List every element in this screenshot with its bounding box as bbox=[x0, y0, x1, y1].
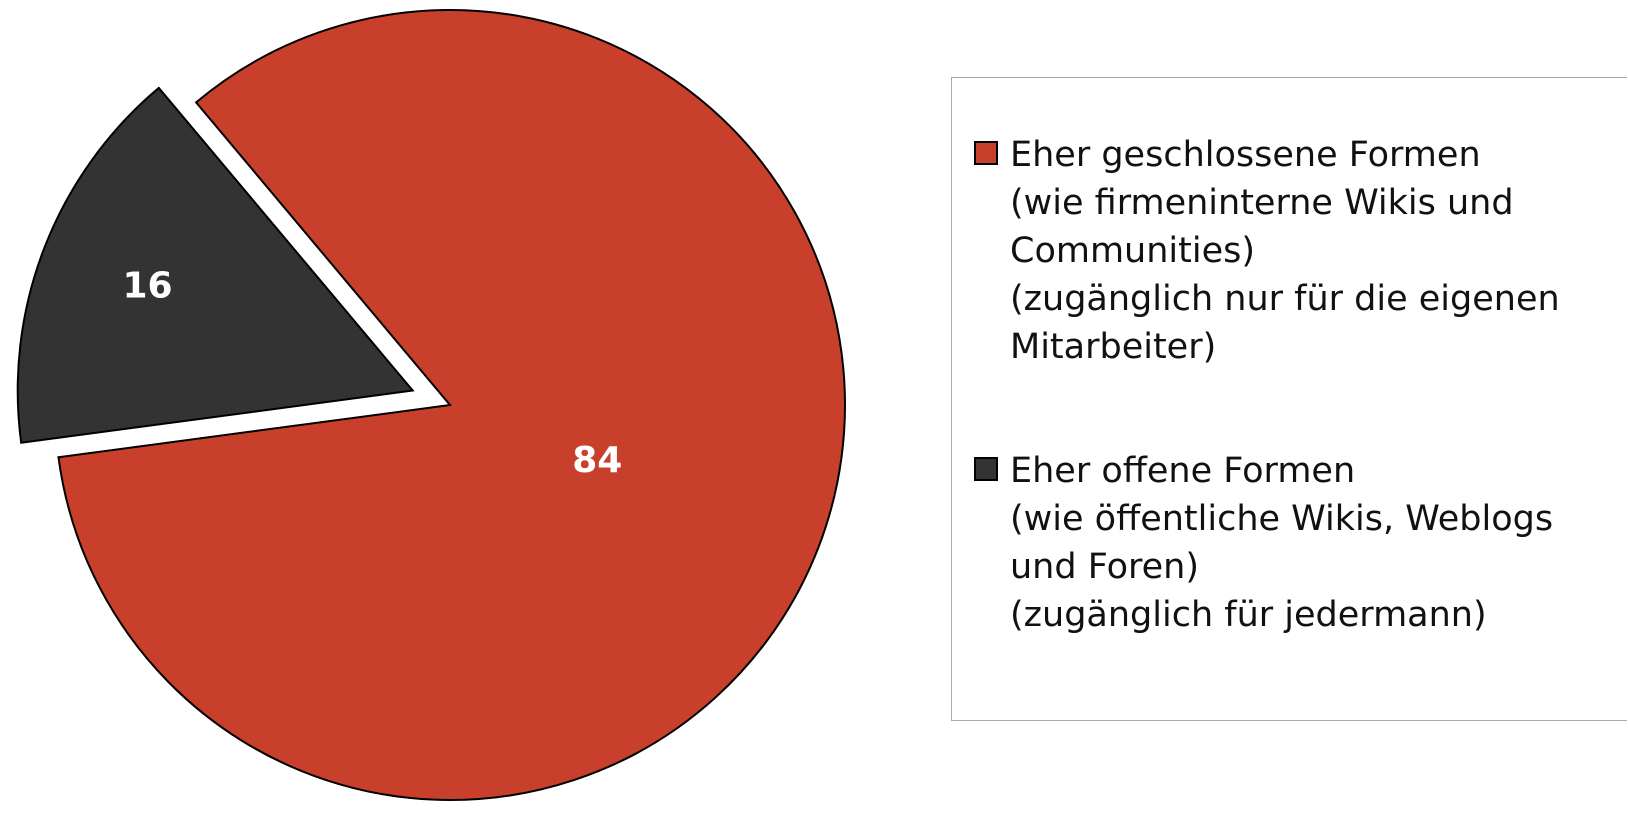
legend-entry: Eher geschlossene Formen (wie firmeninte… bbox=[974, 131, 1570, 371]
legend-swatch bbox=[974, 457, 998, 481]
data-label: 84 bbox=[572, 440, 622, 481]
legend: Eher geschlossene Formen (wie firmeninte… bbox=[951, 77, 1627, 721]
chart: 84 16 bbox=[16, 9, 846, 801]
legend-label: Eher offene Formen (wie öffentliche Wiki… bbox=[1010, 451, 1554, 635]
pie-slice bbox=[16, 86, 415, 444]
legend-swatch bbox=[974, 141, 998, 165]
legend-entry: Eher offene Formen (wie öffentliche Wiki… bbox=[974, 447, 1570, 639]
pie-slice bbox=[57, 9, 846, 801]
legend-label: Eher geschlossene Formen (wie firmeninte… bbox=[1010, 135, 1560, 367]
data-label: 16 bbox=[122, 266, 172, 307]
